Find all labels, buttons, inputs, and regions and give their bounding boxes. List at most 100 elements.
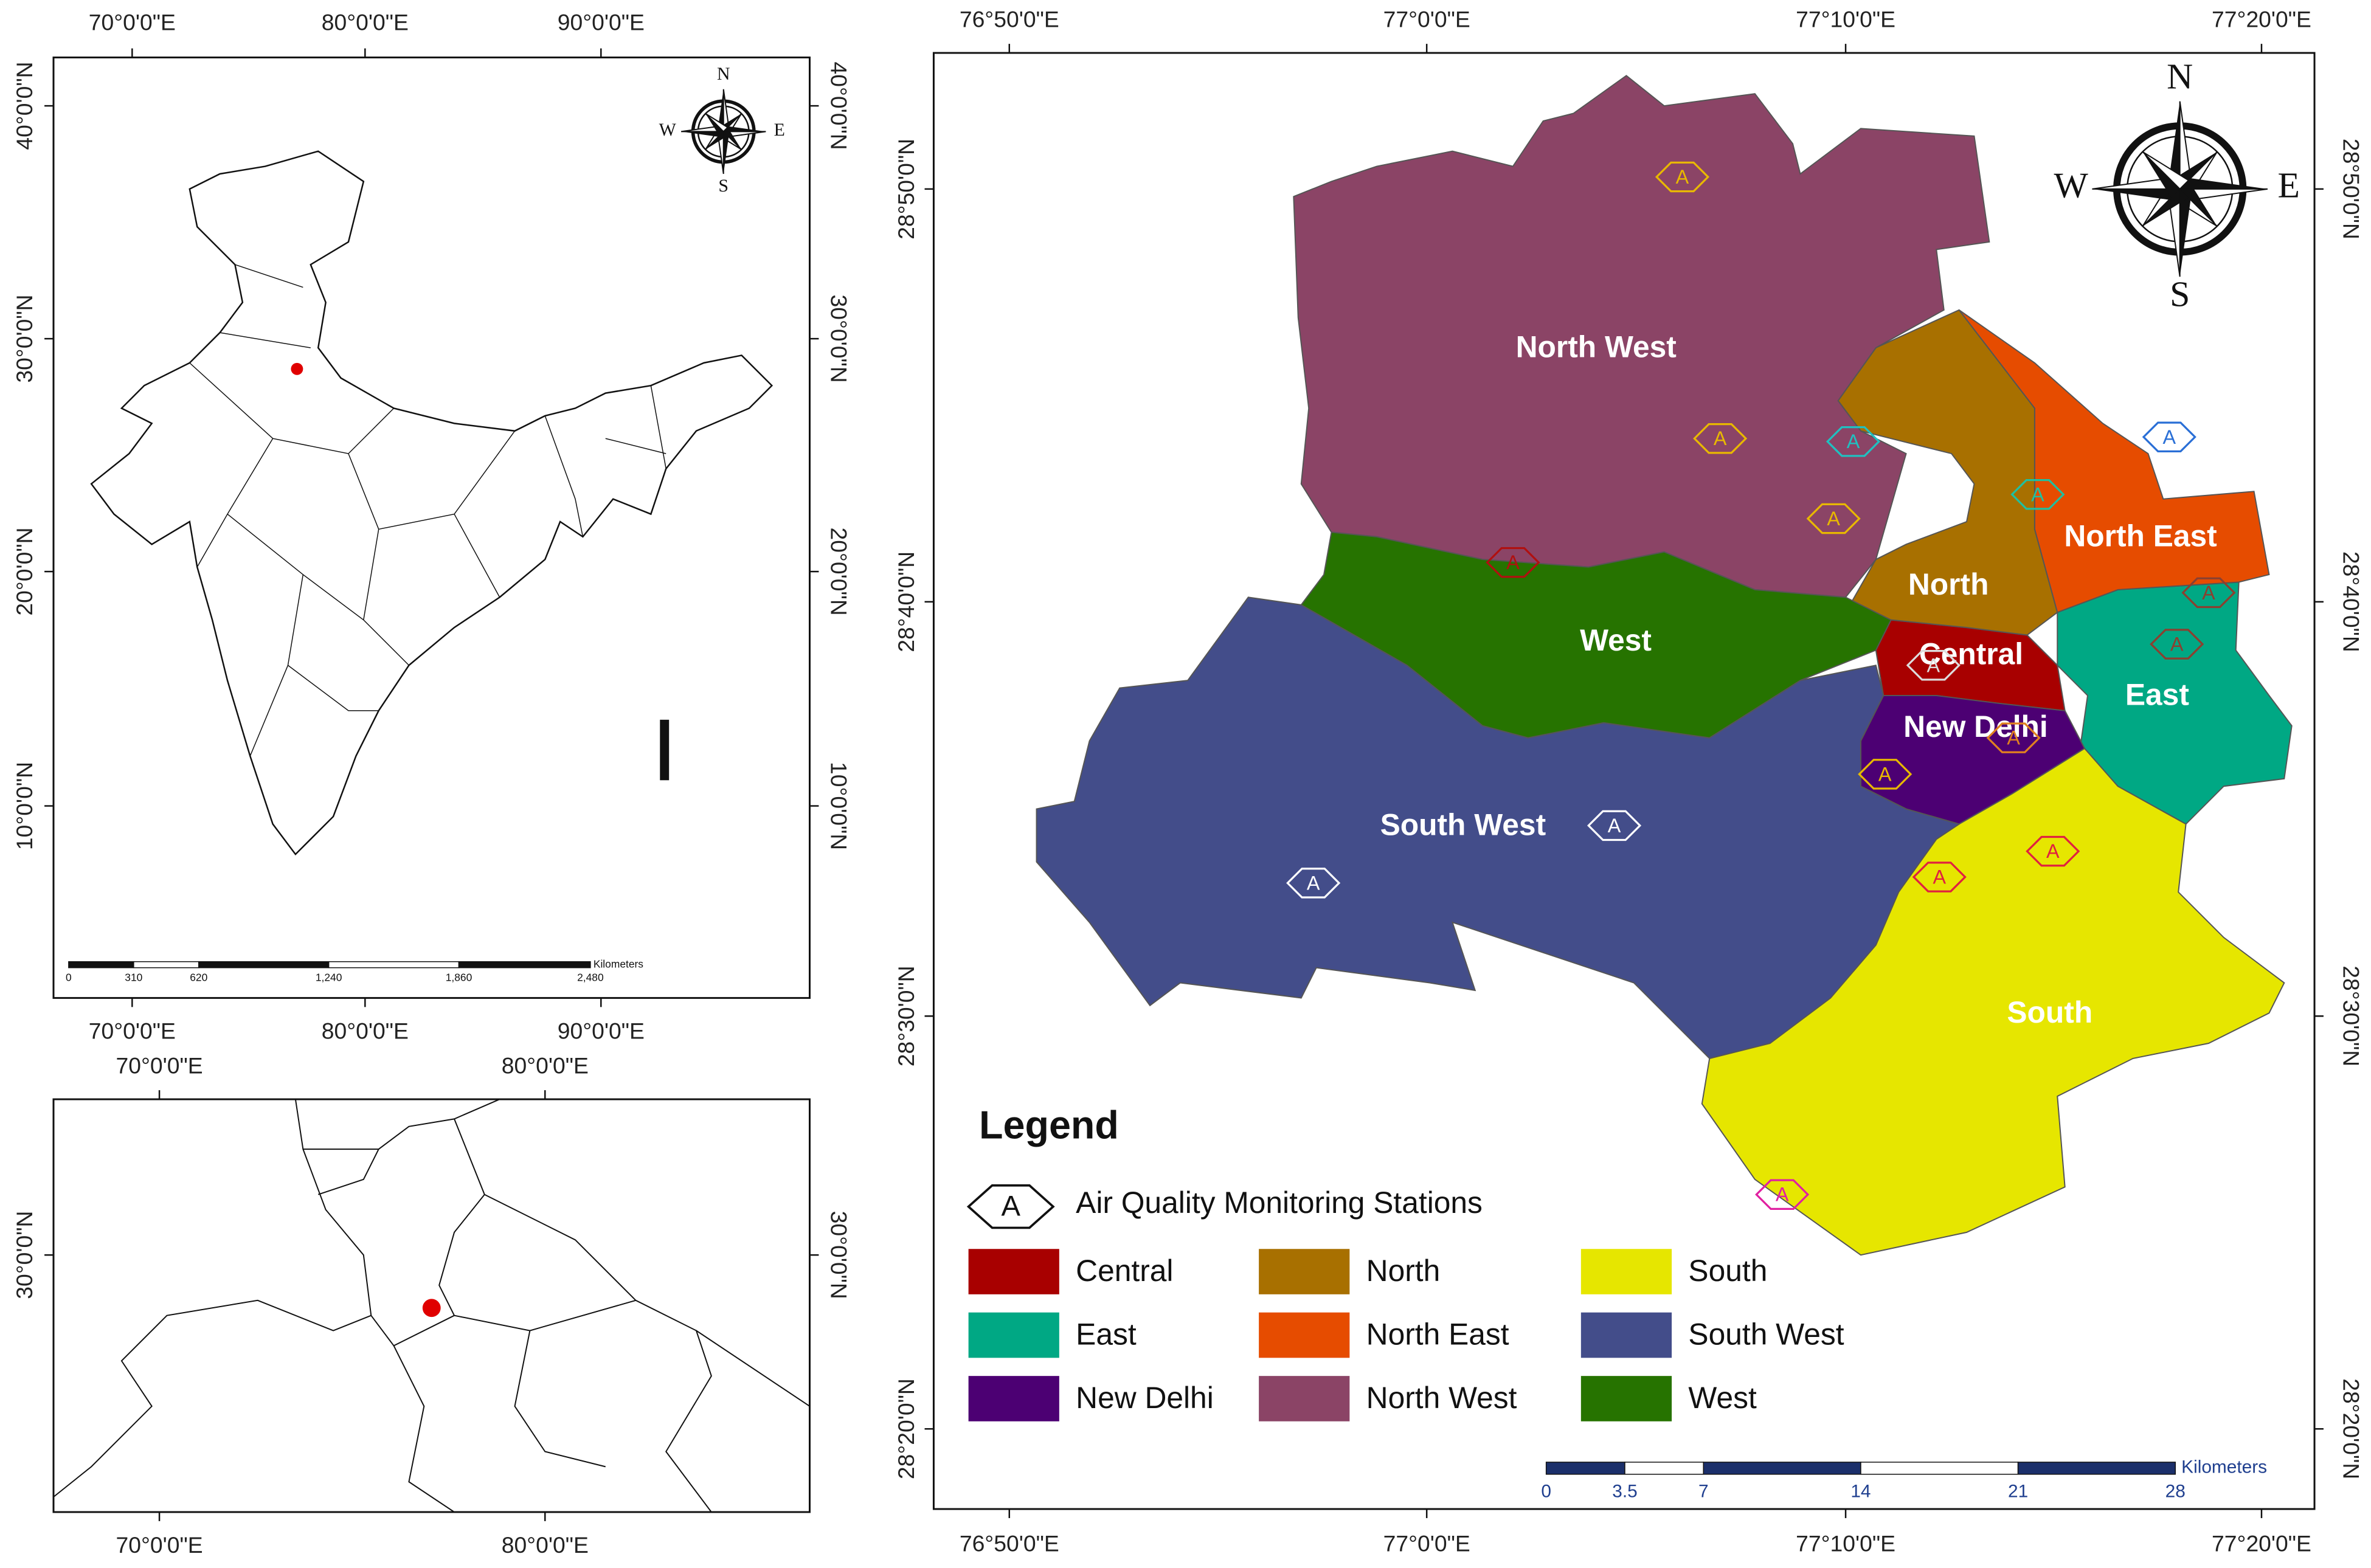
delhi-marker [291, 362, 303, 375]
lat-label: 20°0'0"N [12, 527, 37, 615]
lon-label: 80°0'0"E [322, 1018, 409, 1043]
legend-label: East [1076, 1318, 1137, 1352]
andaman-islands [660, 719, 670, 781]
legend-station-label: Air Quality Monitoring Stations [1076, 1186, 1483, 1220]
station-label: A [2202, 582, 2215, 604]
station-symbol [1486, 547, 1540, 578]
lat-label: 30°0'0"N [826, 294, 851, 382]
lon-label: 80°0'0"E [322, 10, 409, 35]
legend-label: North East [1366, 1318, 1509, 1352]
scale-label: 2,480 [577, 972, 604, 984]
station-symbol [1286, 868, 1341, 899]
lon-label: 70°0'0"E [89, 10, 176, 35]
delhi-marker [422, 1299, 441, 1318]
station-symbol [2010, 479, 2065, 510]
station-label: A [1927, 654, 1940, 676]
lat-label: 10°0'0"N [826, 762, 851, 850]
lat-label: 30°0'0"N [12, 294, 37, 382]
legend-swatch [1580, 1376, 1672, 1421]
lat-label: 30°0'0"N [12, 1211, 37, 1299]
scale-segment [133, 961, 199, 969]
compass-letter: S [2170, 274, 2190, 314]
lon-label: 77°0'0"E [1383, 7, 1470, 32]
compass [2092, 101, 2268, 277]
scale-segment [458, 961, 591, 969]
scale-label: 310 [125, 972, 142, 984]
region-boundaries [53, 1099, 810, 1512]
district-label: South [2007, 995, 2092, 1029]
compass-letter: S [718, 176, 729, 196]
scale-segment [2017, 1462, 2176, 1475]
scale-segment [1860, 1462, 2019, 1475]
lat-label: 28°40'0"N [893, 551, 919, 652]
lon-label: 77°10'0"E [1796, 7, 1895, 32]
lat-label: 30°0'0"N [826, 1211, 851, 1299]
station-symbol [2142, 421, 2196, 452]
map-frame [52, 57, 811, 999]
station-symbol [2150, 629, 2204, 660]
legend-swatch [1580, 1249, 1672, 1294]
lon-label: 77°0'0"E [1383, 1531, 1470, 1556]
compass-letter: N [2167, 57, 2193, 97]
legend-swatch [1259, 1376, 1350, 1421]
scale-segment [1545, 1462, 1625, 1475]
station-label: A [1827, 508, 1840, 530]
district-area [1958, 309, 2270, 613]
compass-point [2092, 188, 2180, 202]
lon-label: 90°0'0"E [558, 10, 645, 35]
scale-segment [328, 961, 460, 969]
compass-letter: E [2278, 165, 2300, 205]
lon-label: 80°0'0"E [502, 1532, 589, 1558]
lat-label: 28°50'0"N [893, 139, 919, 240]
compass-letter: W [659, 120, 677, 140]
compass-letter: N [717, 64, 730, 84]
lat-label: 10°0'0"N [12, 762, 37, 850]
legend-swatch [1259, 1249, 1350, 1294]
legend-station-symbol-label: A [1001, 1190, 1020, 1223]
station-label: A [1714, 427, 1727, 449]
legend-station-symbol [966, 1184, 1055, 1229]
lat-label: 28°40'0"N [2338, 551, 2364, 652]
legend-label: North West [1366, 1381, 1517, 1415]
district-label: New Delhi [1903, 710, 2048, 744]
scale-segment [198, 961, 330, 969]
lat-label: 28°20'0"N [893, 1378, 919, 1479]
lon-label: 77°20'0"E [2212, 1531, 2311, 1556]
district-label: Central [1919, 637, 2023, 671]
legend-label: South [1688, 1254, 1767, 1288]
legend-label: Central [1076, 1254, 1173, 1288]
map-frame [932, 52, 2316, 1510]
scale-label: 0 [1541, 1482, 1551, 1502]
lon-label: 70°0'0"E [116, 1053, 203, 1079]
scale-label: 21 [2008, 1482, 2028, 1502]
lat-label: 28°30'0"N [893, 965, 919, 1066]
station-symbol [1693, 423, 1748, 454]
station-label: A [2007, 727, 2020, 749]
lon-label: 76°50'0"E [960, 1531, 1059, 1556]
district-area [1300, 531, 1892, 739]
legend-swatch [1580, 1312, 1672, 1358]
station-symbol [1912, 862, 1967, 893]
scale-unit: Kilometers [594, 958, 643, 970]
station-label: A [2162, 426, 2176, 448]
compass-point [705, 113, 724, 136]
scale-label: 3.5 [1612, 1482, 1637, 1502]
station-label: A [1608, 815, 1621, 837]
scale-segment [68, 961, 134, 969]
compass-point [705, 112, 729, 133]
district-label: North East [2064, 519, 2217, 553]
scale-segment [1703, 1462, 1861, 1475]
compass-point [2167, 101, 2180, 189]
station-label: A [2170, 633, 2184, 655]
lon-label: 70°0'0"E [116, 1532, 203, 1558]
legend-swatch [1259, 1312, 1350, 1358]
station-label: A [1776, 1184, 1789, 1206]
legend-title: Legend [979, 1102, 1119, 1147]
station-symbol [1755, 1179, 1810, 1210]
compass-point [723, 131, 730, 174]
compass-point [681, 131, 724, 138]
station-label: A [1878, 763, 1892, 785]
station-label: A [1847, 430, 1860, 452]
